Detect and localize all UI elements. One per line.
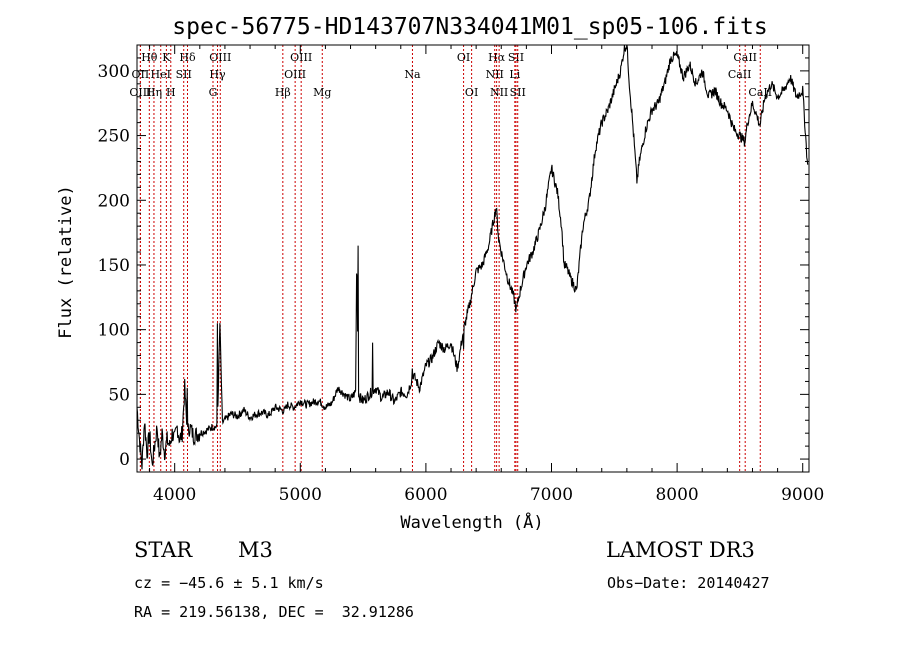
marker-label-9: OIII [209, 51, 231, 64]
marker-label-12: Hβ [275, 86, 291, 99]
marker-label-8: H [166, 86, 176, 99]
object-subclass: M3 [238, 538, 273, 562]
marker-label-26: CaII [728, 68, 752, 81]
axes: 4000 5000 6000 7000 8000 9000 0 50 100 150 200 250 3… [98, 45, 824, 505]
marker-label-22: SII [508, 51, 524, 64]
marker-label-10: Hγ [209, 68, 226, 81]
y-tick-label-0: 0 [119, 450, 130, 470]
spectrum-series-line [136, 44, 809, 470]
y-tick-label-1: 50 [108, 385, 130, 405]
spectrum-data [136, 44, 809, 470]
marker-label-23: Li [509, 68, 520, 81]
chart-title: spec-56775-HD143707N334041M01_sp05-106.f… [172, 14, 767, 40]
marker-label-13: OIII [290, 51, 312, 64]
marker-label-16: Na [404, 68, 421, 81]
marker-label-5: Hη [146, 86, 162, 99]
marker-label-21: NII [490, 86, 508, 99]
y-axis-label: Flux (relative) [56, 185, 76, 339]
y-tick-label-5: 250 [98, 127, 130, 147]
marker-label-20: NII [486, 68, 504, 81]
coordinates: RA = 219.56138, DEC = 32.91286 [134, 603, 414, 621]
redshift-velocity: cz = −45.6 ± 5.1 km/s [134, 574, 324, 592]
marker-label-0: Hθ [141, 51, 158, 64]
y-tick-label-2: 100 [98, 321, 130, 341]
survey-name: LAMOST DR3 [606, 538, 755, 562]
marker-label-3: K [162, 51, 171, 64]
marker-label-14: OIII [284, 68, 306, 81]
marker-label-25: CaII [733, 51, 757, 64]
marker-label-6: Hδ [179, 51, 196, 64]
object-type: STAR [134, 538, 193, 562]
x-tick-label-3: 7000 [530, 485, 573, 505]
x-tick-label-4: 8000 [655, 485, 698, 505]
marker-label-4: HeI [151, 68, 171, 81]
y-tick-label-4: 200 [98, 191, 130, 211]
marker-label-15: Mg [313, 86, 331, 99]
marker-label-24: SII [510, 86, 526, 99]
x-tick-label-0: 4000 [153, 485, 196, 505]
x-tick-label-1: 5000 [279, 485, 322, 505]
marker-label-2: OIII [129, 86, 151, 99]
y-tick-label-6: 300 [98, 62, 130, 82]
x-tick-label-5: 9000 [781, 485, 824, 505]
marker-label-7: SII [176, 68, 192, 81]
plot-frame [136, 44, 810, 473]
x-axis-label: Wavelength (Å) [400, 511, 543, 533]
y-tick-label-3: 150 [98, 256, 130, 276]
marker-label-11: G [209, 86, 218, 99]
marker-label-18: OI [465, 86, 478, 99]
x-tick-label-2: 6000 [404, 485, 447, 505]
marker-label-19: Hα [488, 51, 506, 64]
observation-date: Obs−Date: 20140427 [607, 574, 770, 592]
marker-label-17: OI [457, 51, 470, 64]
